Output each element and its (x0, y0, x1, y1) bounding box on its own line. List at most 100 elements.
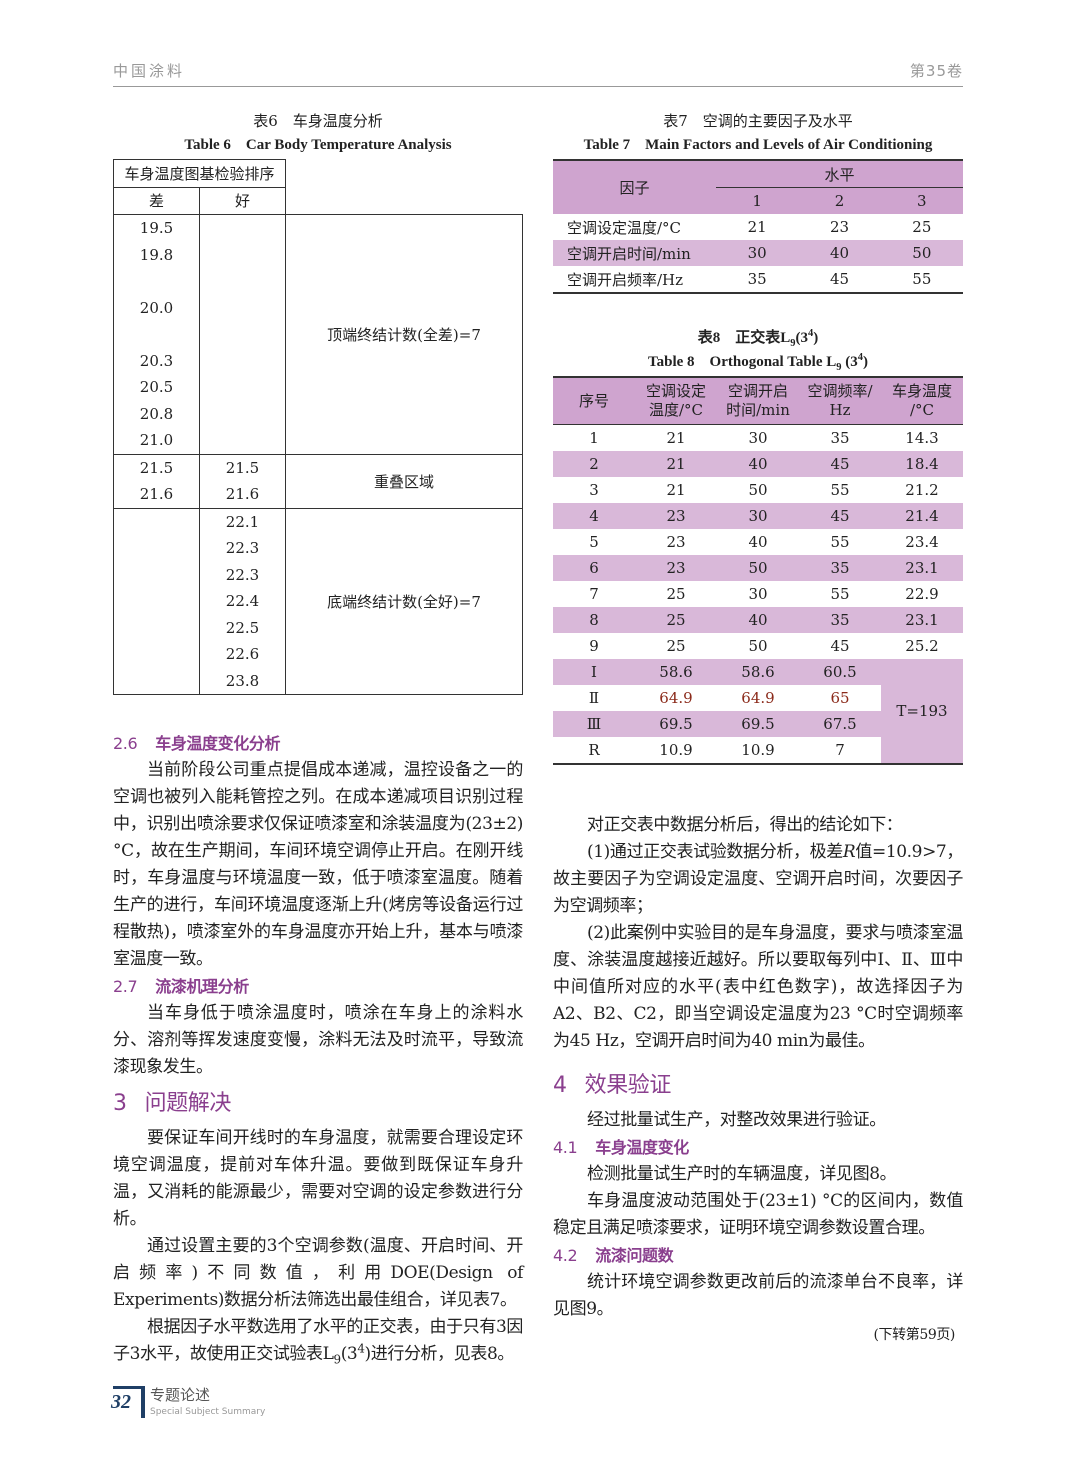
table-cell: 25 (635, 607, 717, 633)
table-cell: 45 (829, 270, 850, 288)
text: 4.2 (553, 1246, 578, 1265)
table-cell: 20.8 (113, 400, 200, 427)
journal-name: 中国涂料 (113, 62, 186, 80)
text: (3 (340, 1344, 358, 1364)
table-cell: 50 (748, 637, 768, 655)
paragraph: (2)此案例中实验目的是车身温度，要求与喷漆室温度、涂装温度越接近越好。所以要取… (553, 923, 963, 1051)
table-row: 22.6 (114, 641, 523, 668)
table-cell: 25 (666, 637, 686, 655)
table-cell: 8 (553, 607, 635, 633)
table-row: 差好 (113, 186, 523, 215)
table-row: 9 25 50 45 25.2 (553, 633, 963, 659)
table-row: 20.0 (113, 294, 523, 321)
table-cell: 21.0 (113, 427, 200, 454)
table8-caption-cn: 表8 正交表L9(34) (553, 326, 963, 350)
table-row: 19.5 顶端终结计数(全差)=7 (113, 214, 523, 455)
table-cell: 30 (716, 240, 799, 266)
section-4-heading: 4 效果验证 (553, 1069, 963, 1103)
table-row (113, 268, 523, 295)
table-cell: 4 (553, 503, 635, 529)
section-4-2-heading: 4.2 流漆问题数 (553, 1242, 963, 1269)
paragraph: 通过设置主要的3个空调参数(温度、开启时间、开启频率)不同数值，利用DOE(De… (113, 1236, 523, 1310)
table-row: 4 23 30 45 21.4 (553, 503, 963, 529)
table-cell: 19.5 (113, 214, 200, 242)
text: 车身温度变化 (595, 1138, 689, 1157)
table-cell: 2 (553, 451, 635, 477)
table-row: 空调设定温度/°C 21 23 25 (553, 214, 963, 240)
column-header: 3 (880, 187, 963, 214)
table-cell: 45 (799, 503, 881, 529)
table-cell: 23 (829, 218, 850, 236)
footer: 32 专题论述 Special Subject Summary (0, 1384, 400, 1424)
table-cell: 7 (589, 585, 599, 603)
table6-block: 表6 车身温度分析 Table 6 Car Body Temperature A… (113, 110, 523, 695)
table8-caption-en: Table 8 Orthogonal Table L9 (34) (553, 350, 963, 374)
table-cell: 45 (799, 451, 881, 477)
table-cell (113, 268, 200, 295)
text: (3 (841, 354, 858, 370)
table-cell: 23.1 (881, 607, 963, 633)
table-cell: 空调开启频率/Hz (567, 270, 684, 289)
text: 2.7 (113, 977, 138, 996)
table-row: 3 21 50 55 21.2 (553, 477, 963, 503)
table-row: 21.5 21.5 重叠区域 (113, 453, 523, 509)
text: 问题解决 (144, 1091, 232, 1116)
paragraph: 对正交表中数据分析后，得出的结论如下： (587, 815, 903, 835)
table-cell: 1 (553, 424, 635, 451)
table-cell: 50 (748, 481, 768, 499)
table-cell: 35 (799, 555, 881, 581)
table-row: 22.5 (114, 614, 523, 641)
bottom-end-count-label: 底端终结计数(全好)=7 (285, 507, 523, 695)
text: ) (813, 330, 819, 346)
footer-section-cn: 专题论述 (150, 1386, 211, 1404)
text: 9 (836, 362, 842, 373)
text: 效果验证 (584, 1073, 672, 1098)
table-row: 22.3 (114, 561, 523, 588)
table-cell: 22.1 (199, 507, 286, 535)
column-header: 好 (199, 186, 286, 215)
table-cell (199, 214, 286, 455)
text: 车身温度变化分析 (155, 734, 281, 753)
table-cell: 25 (666, 585, 686, 603)
table-cell: 21 (666, 481, 686, 499)
table-cell: 22.5 (199, 614, 286, 641)
table-cell: 58.6 (635, 659, 717, 685)
table-cell: 20.5 (113, 374, 200, 401)
column-header: 因子 (553, 160, 716, 214)
table-row: 空调开启时间/min 30 40 50 (553, 240, 963, 266)
table-row: 序号 空调设定 温度/°C 空调开启 时间/min 空调频率/ Hz 车身温度 /°C (553, 377, 963, 425)
section-4-1-heading: 4.1 车身温度变化 (553, 1134, 963, 1161)
table8-block: 表8 正交表L9(34) Table 8 Orthogonal Table L9… (553, 326, 963, 765)
volume-label: 第35卷 (909, 62, 963, 80)
table6: 车身温度图基检验排序差好 19.5 顶端终结计数(全差)=7 19.8 20.0 20.3… (113, 159, 523, 695)
table-cell: 35 (799, 424, 881, 451)
table-cell: 22.4 (199, 588, 286, 615)
table-cell: 23 (635, 555, 717, 581)
column-header: 空调设定 温度/°C (635, 377, 717, 425)
table-cell: 6 (553, 555, 635, 581)
table-cell: 21.5 (199, 453, 286, 481)
table7: 因子 水平 1 2 3 空调设定温度/°C 21 23 25 空调开启时间/min 30 40 50 空调… (553, 159, 963, 294)
paragraph: 根据因子水平数选用了水平的正交表，由于只有3因子3水平，故使用正交试验表L9(3… (113, 1314, 523, 1368)
table-row: 21.0 (113, 427, 523, 454)
table-cell: 25.2 (905, 637, 939, 655)
paragraph: 要保证车间开线时的车身温度，就需要合理设定环境空调温度，提前对车体升温。要做到既… (113, 1128, 523, 1229)
table-row: 空调开启频率/Hz 35 45 55 (553, 266, 963, 293)
table-cell: 23.4 (905, 533, 939, 551)
table6-header: 车身温度图基检验排序 (113, 159, 286, 188)
table-cell: 45 (830, 637, 850, 655)
table-cell: 23.1 (881, 555, 963, 581)
table6-caption-cn: 表6 车身温度分析 (253, 112, 383, 130)
text: (3 (795, 330, 809, 346)
table-cell: 50 (880, 240, 963, 266)
footer-bar (141, 1386, 145, 1418)
table-row: 20.3 (113, 347, 523, 374)
text: 3 (113, 1091, 127, 1116)
table-row: R 10.9 10.9 7 (553, 737, 963, 764)
table8: 序号 空调设定 温度/°C 空调开启 时间/min 空调频率/ Hz 车身温度 /°C 1… (553, 376, 963, 765)
table-row: 23.8 (114, 667, 523, 695)
table-cell: 20.3 (113, 347, 200, 374)
table-cell: 40 (748, 533, 768, 551)
paragraph: 经过批量试生产，对整改效果进行验证。 (587, 1110, 886, 1130)
